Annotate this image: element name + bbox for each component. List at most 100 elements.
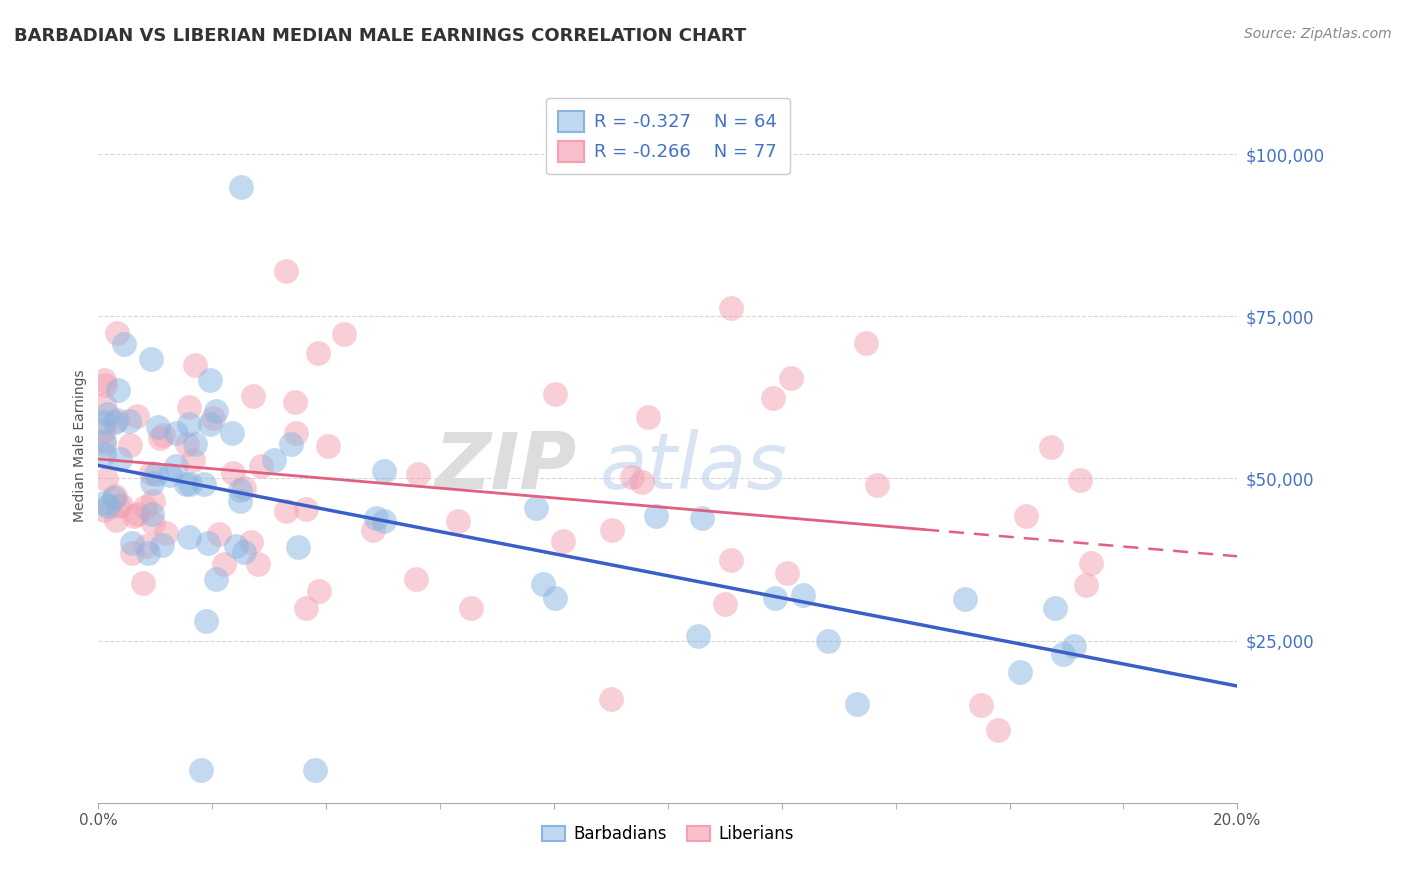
Point (118, 438, 141, 452)
Point (94, 472, 117, 486)
Point (242, 389, 264, 403)
Point (447, 514, 470, 528)
Point (817, 634, 839, 648)
Point (229, 493, 252, 508)
Point (1080, 557, 1102, 571)
Point (142, 516, 165, 530)
Point (263, 453, 285, 467)
Point (93, 436, 115, 450)
Point (141, 507, 163, 521)
Point (139, 466, 162, 480)
Point (1043, 601, 1066, 615)
Point (247, 558, 270, 572)
Point (212, 557, 235, 571)
Point (1063, 639, 1085, 653)
Point (125, 508, 148, 522)
Point (110, 498, 132, 512)
Point (145, 467, 167, 481)
Point (136, 546, 159, 560)
Text: Source: ZipAtlas.com: Source: ZipAtlas.com (1244, 27, 1392, 41)
Point (686, 629, 709, 643)
Point (122, 508, 145, 523)
Point (955, 592, 977, 607)
Point (792, 588, 814, 602)
Point (630, 475, 652, 490)
Point (159, 468, 181, 483)
Point (152, 428, 174, 442)
Point (104, 415, 127, 429)
Point (544, 387, 567, 401)
Point (1069, 473, 1091, 487)
Point (125, 409, 148, 423)
Point (97, 499, 120, 513)
Point (107, 384, 129, 398)
Point (149, 431, 172, 445)
Point (155, 525, 177, 540)
Point (855, 335, 877, 350)
Point (205, 404, 228, 418)
Point (121, 536, 143, 550)
Point (177, 530, 200, 544)
Text: atlas: atlas (599, 429, 787, 506)
Point (165, 458, 187, 473)
Point (249, 458, 271, 473)
Point (118, 414, 141, 428)
Point (93, 434, 115, 449)
Point (93, 423, 115, 437)
Point (225, 539, 247, 553)
Point (280, 436, 302, 450)
Point (776, 566, 799, 580)
Point (600, 523, 623, 537)
Point (104, 489, 127, 503)
Point (866, 478, 889, 492)
Point (551, 533, 574, 548)
Point (240, 535, 263, 549)
Y-axis label: Median Male Earnings: Median Male Earnings (73, 369, 87, 523)
Point (763, 591, 786, 606)
Point (93, 397, 115, 411)
Point (295, 502, 318, 516)
Point (190, 764, 212, 778)
Point (284, 394, 307, 409)
Point (177, 417, 200, 432)
Point (179, 476, 201, 491)
Point (406, 467, 429, 481)
Point (193, 477, 215, 491)
Point (845, 697, 868, 711)
Point (195, 614, 218, 628)
Point (165, 425, 187, 440)
Point (105, 413, 128, 427)
Point (621, 470, 644, 484)
Point (222, 466, 245, 480)
Point (103, 491, 125, 505)
Point (184, 437, 207, 451)
Point (197, 535, 219, 549)
Point (208, 527, 231, 541)
Point (121, 546, 143, 560)
Point (1076, 578, 1098, 592)
Point (184, 358, 207, 372)
Point (104, 513, 127, 527)
Point (274, 504, 297, 518)
Text: ZIP: ZIP (434, 429, 576, 506)
Point (460, 601, 482, 615)
Point (720, 552, 742, 566)
Point (134, 500, 156, 515)
Point (93, 446, 115, 460)
Point (201, 411, 224, 425)
Point (373, 464, 395, 478)
Point (183, 453, 205, 467)
Point (132, 576, 155, 591)
Point (198, 417, 221, 432)
Point (363, 523, 385, 537)
Point (93, 373, 115, 387)
Point (531, 577, 554, 591)
Point (105, 326, 128, 341)
Point (1039, 440, 1062, 454)
Point (637, 410, 659, 425)
Point (295, 600, 318, 615)
Point (720, 301, 742, 316)
Point (198, 374, 221, 388)
Point (93, 415, 115, 429)
Point (233, 545, 256, 559)
